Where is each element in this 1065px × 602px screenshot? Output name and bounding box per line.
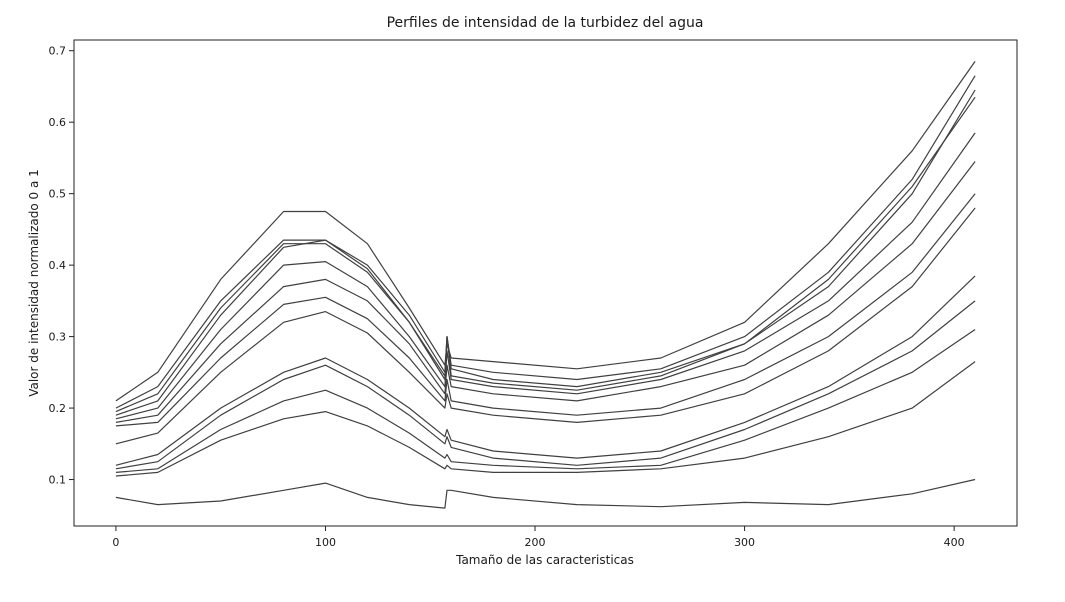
y-tick-label: 0.5 bbox=[49, 188, 67, 201]
y-tick-label: 0.6 bbox=[49, 116, 67, 129]
x-tick-label: 400 bbox=[944, 536, 965, 549]
series-line-3 bbox=[115, 89, 976, 413]
y-tick-label: 0.7 bbox=[49, 45, 67, 58]
series-line-13 bbox=[115, 478, 976, 509]
x-tick-label: 100 bbox=[315, 536, 336, 549]
series-line-6 bbox=[115, 161, 976, 423]
series-line-8 bbox=[115, 207, 976, 445]
plot-frame bbox=[73, 39, 1018, 527]
series-line-9 bbox=[115, 275, 976, 466]
series-line-4 bbox=[115, 96, 976, 416]
series-line-10 bbox=[115, 300, 976, 470]
series-line-1 bbox=[115, 61, 976, 402]
y-tick-label: 0.1 bbox=[49, 474, 67, 487]
series-line-12 bbox=[115, 361, 976, 477]
y-axis-label: Valor de intensidad normalizado 0 a 1 bbox=[27, 169, 41, 397]
x-axis-label: Tamaño de las caracteristicas bbox=[455, 553, 634, 567]
y-tick-label: 0.3 bbox=[49, 331, 67, 344]
chart-title: Perfiles de intensidad de la turbidez de… bbox=[387, 15, 704, 31]
series-line-2 bbox=[115, 75, 976, 409]
y-tick-label: 0.2 bbox=[49, 402, 67, 415]
series-layer bbox=[115, 61, 976, 509]
series-line-5 bbox=[115, 132, 976, 420]
x-tick-label: 200 bbox=[525, 536, 546, 549]
y-axis: 0.1 0.2 0.3 0.4 0.5 0.6 0.7 bbox=[49, 45, 74, 487]
x-tick-label: 0 bbox=[112, 536, 119, 549]
x-tick-label: 300 bbox=[734, 536, 755, 549]
series-line-11 bbox=[115, 329, 976, 473]
y-tick-label: 0.4 bbox=[49, 259, 67, 272]
series-line-7 bbox=[115, 193, 976, 427]
x-axis: 0 100 200 300 400 bbox=[112, 526, 965, 549]
